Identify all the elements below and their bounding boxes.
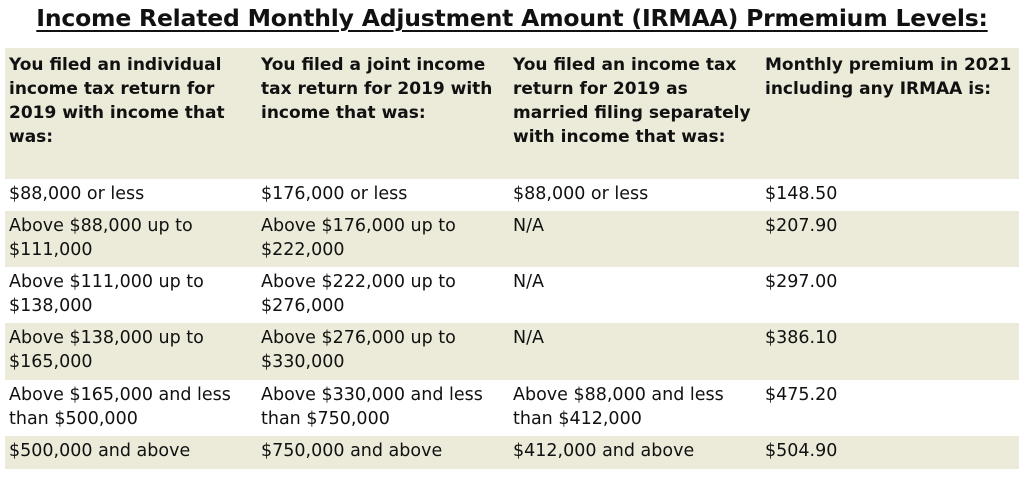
separate-income-cell: N/A — [509, 323, 761, 380]
header-monthly-premium: Monthly premium in 2021 including any IR… — [761, 48, 1019, 179]
irmaa-table: You filed an individual income tax retur… — [5, 48, 1019, 469]
joint-income-cell: $176,000 or less — [257, 179, 509, 211]
joint-income-cell: Above $276,000 up to $330,000 — [257, 323, 509, 380]
page-title: Income Related Monthly Adjustment Amount… — [36, 4, 988, 32]
separate-income-cell: $412,000 and above — [509, 436, 761, 469]
table-row: Above $138,000 up to $165,000 Above $276… — [5, 323, 1019, 380]
individual-income-cell: Above $111,000 up to $138,000 — [5, 267, 257, 323]
separate-income-cell: N/A — [509, 211, 761, 267]
joint-income-cell: Above $330,000 and less than $750,000 — [257, 380, 509, 436]
separate-income-cell: Above $88,000 and less than $412,000 — [509, 380, 761, 436]
joint-income-cell: $750,000 and above — [257, 436, 509, 469]
individual-income-cell: $500,000 and above — [5, 436, 257, 469]
premium-cell: $148.50 — [761, 179, 1019, 211]
premium-cell: $207.90 — [761, 211, 1019, 267]
separate-income-cell: $88,000 or less — [509, 179, 761, 211]
premium-cell: $386.10 — [761, 323, 1019, 380]
individual-income-cell: Above $138,000 up to $165,000 — [5, 323, 257, 380]
premium-cell: $475.20 — [761, 380, 1019, 436]
header-married-separately-income: You filed an income tax return for 2019 … — [509, 48, 761, 179]
separate-income-cell: N/A — [509, 267, 761, 323]
joint-income-cell: Above $176,000 up to $222,000 — [257, 211, 509, 267]
premium-cell: $504.90 — [761, 436, 1019, 469]
table-row: $88,000 or less $176,000 or less $88,000… — [5, 179, 1019, 211]
table-row: $500,000 and above $750,000 and above $4… — [5, 436, 1019, 469]
header-joint-income: You filed a joint income tax return for … — [257, 48, 509, 179]
joint-income-cell: Above $222,000 up to $276,000 — [257, 267, 509, 323]
table-row: Above $88,000 up to $111,000 Above $176,… — [5, 211, 1019, 267]
individual-income-cell: Above $165,000 and less than $500,000 — [5, 380, 257, 436]
table-header-row: You filed an individual income tax retur… — [5, 48, 1019, 179]
individual-income-cell: Above $88,000 up to $111,000 — [5, 211, 257, 267]
table-row: Above $111,000 up to $138,000 Above $222… — [5, 267, 1019, 323]
table-row: Above $165,000 and less than $500,000 Ab… — [5, 380, 1019, 436]
individual-income-cell: $88,000 or less — [5, 179, 257, 211]
premium-cell: $297.00 — [761, 267, 1019, 323]
header-individual-income: You filed an individual income tax retur… — [5, 48, 257, 179]
